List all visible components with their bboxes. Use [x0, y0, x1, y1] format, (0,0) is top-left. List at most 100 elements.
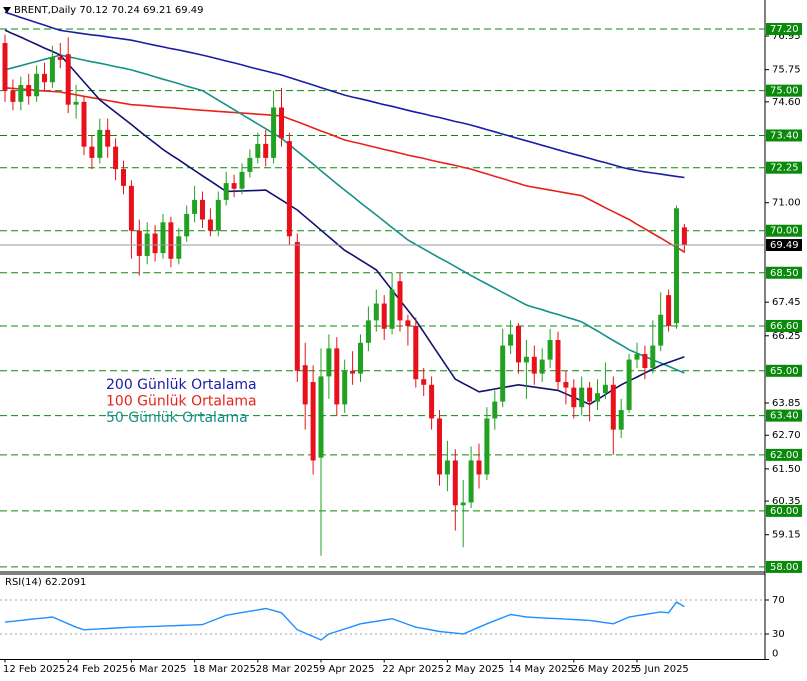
x-tick-label: 14 May 2025 [509, 664, 574, 675]
y-tick-label: 66.25 [772, 331, 801, 342]
moving-average-line [4, 11, 685, 179]
level-label-box [766, 266, 802, 279]
candle-body [239, 171, 245, 189]
candle-body [508, 334, 514, 346]
candle-body [286, 141, 292, 237]
candle-body [152, 233, 158, 254]
candle-body [42, 73, 47, 83]
candle-body [681, 227, 687, 246]
candle-body [294, 241, 300, 371]
candle-body [555, 339, 561, 383]
candle-body [160, 222, 166, 254]
x-tick-label: 28 Mar 2025 [256, 664, 319, 675]
candle-body [547, 339, 553, 360]
candle-body [642, 353, 648, 369]
candle-body [215, 199, 221, 231]
level-label-box [766, 319, 802, 332]
level-label-box [766, 448, 802, 461]
candle-body [192, 199, 198, 214]
candle-body [405, 320, 411, 326]
rsi-tick-label: 30 [772, 629, 785, 640]
level-label: 65.00 [770, 366, 799, 377]
legend-entry: 100 Günlük Ortalama [106, 394, 257, 410]
x-tick-label: 22 Apr 2025 [382, 664, 444, 675]
level-label: 63.40 [770, 411, 799, 422]
y-tick-label: 75.75 [772, 65, 801, 76]
y-tick-label: 71.00 [772, 198, 801, 209]
candle-body [626, 359, 632, 411]
candle-body [57, 57, 63, 60]
candle-body [263, 143, 269, 158]
legend-entry: 200 Günlük Ortalama [106, 377, 257, 393]
level-label: 70.00 [770, 226, 799, 237]
moving-average-line [4, 54, 685, 374]
level-label: 66.60 [770, 321, 799, 332]
candle-body [358, 342, 363, 374]
candle-body [484, 418, 490, 475]
low-value: 69.21 [143, 5, 172, 16]
candle-body [389, 289, 395, 329]
open-value: 70.12 [79, 5, 108, 16]
candle-body [97, 129, 103, 158]
candle-body [10, 90, 16, 102]
candle-body [492, 401, 498, 419]
candle-body [176, 236, 182, 259]
candle-body [650, 345, 656, 369]
candle-body [595, 393, 600, 402]
candle-body [381, 303, 387, 329]
candle-body [460, 502, 466, 506]
y-tick-label: 59.15 [772, 530, 801, 541]
candle-body [113, 146, 119, 170]
candle-body [136, 230, 142, 256]
candle-body [310, 382, 316, 461]
candle-body [500, 345, 506, 402]
level-label: 72.25 [770, 163, 799, 174]
candle-body [200, 199, 205, 220]
candle-body [73, 101, 79, 105]
moving-average-line [4, 29, 685, 406]
candle-body [602, 384, 608, 394]
y-tick-label: 63.85 [772, 398, 801, 409]
y-tick-label: 62.70 [772, 430, 801, 441]
candle-body [105, 129, 111, 147]
y-tick-label: 61.50 [772, 464, 801, 475]
candle-body [247, 157, 253, 172]
level-label-box [766, 23, 802, 36]
candle-body [302, 365, 308, 405]
level-label: 68.50 [770, 268, 799, 279]
candle-body [18, 85, 24, 102]
y-tick-label: 60.35 [772, 496, 801, 507]
candle-body [318, 376, 324, 458]
candle-body [539, 359, 545, 374]
chart-title: BRENT,Daily [14, 5, 76, 16]
y-tick-label: 67.45 [772, 297, 801, 308]
candle-body [610, 384, 616, 430]
candle-body [674, 208, 679, 324]
candle-body [523, 356, 529, 363]
level-label-box [766, 224, 802, 237]
candle-body [121, 169, 126, 186]
level-label: 75.00 [770, 86, 799, 97]
rsi-value: 62.2091 [45, 577, 86, 588]
last-price-box [766, 239, 802, 252]
last-price-label: 69.49 [770, 240, 799, 251]
candle-body [223, 183, 229, 200]
candle-body [365, 320, 371, 343]
level-label: 73.40 [770, 130, 799, 141]
candle-body [279, 107, 284, 139]
candle-body [89, 146, 95, 158]
x-tick-label: 24 Feb 2025 [66, 664, 128, 675]
level-label: 60.00 [770, 506, 799, 517]
candle-body [476, 460, 482, 475]
high-value: 70.24 [111, 5, 140, 16]
level-label-box [766, 409, 802, 422]
candle-body [531, 356, 537, 374]
level-label-box [766, 129, 802, 142]
x-tick-label: 26 May 2025 [572, 664, 637, 675]
candle-body [452, 460, 458, 506]
collapse-icon [3, 7, 11, 13]
level-label-box [766, 364, 802, 377]
x-tick-label: 9 Apr 2025 [319, 664, 374, 675]
